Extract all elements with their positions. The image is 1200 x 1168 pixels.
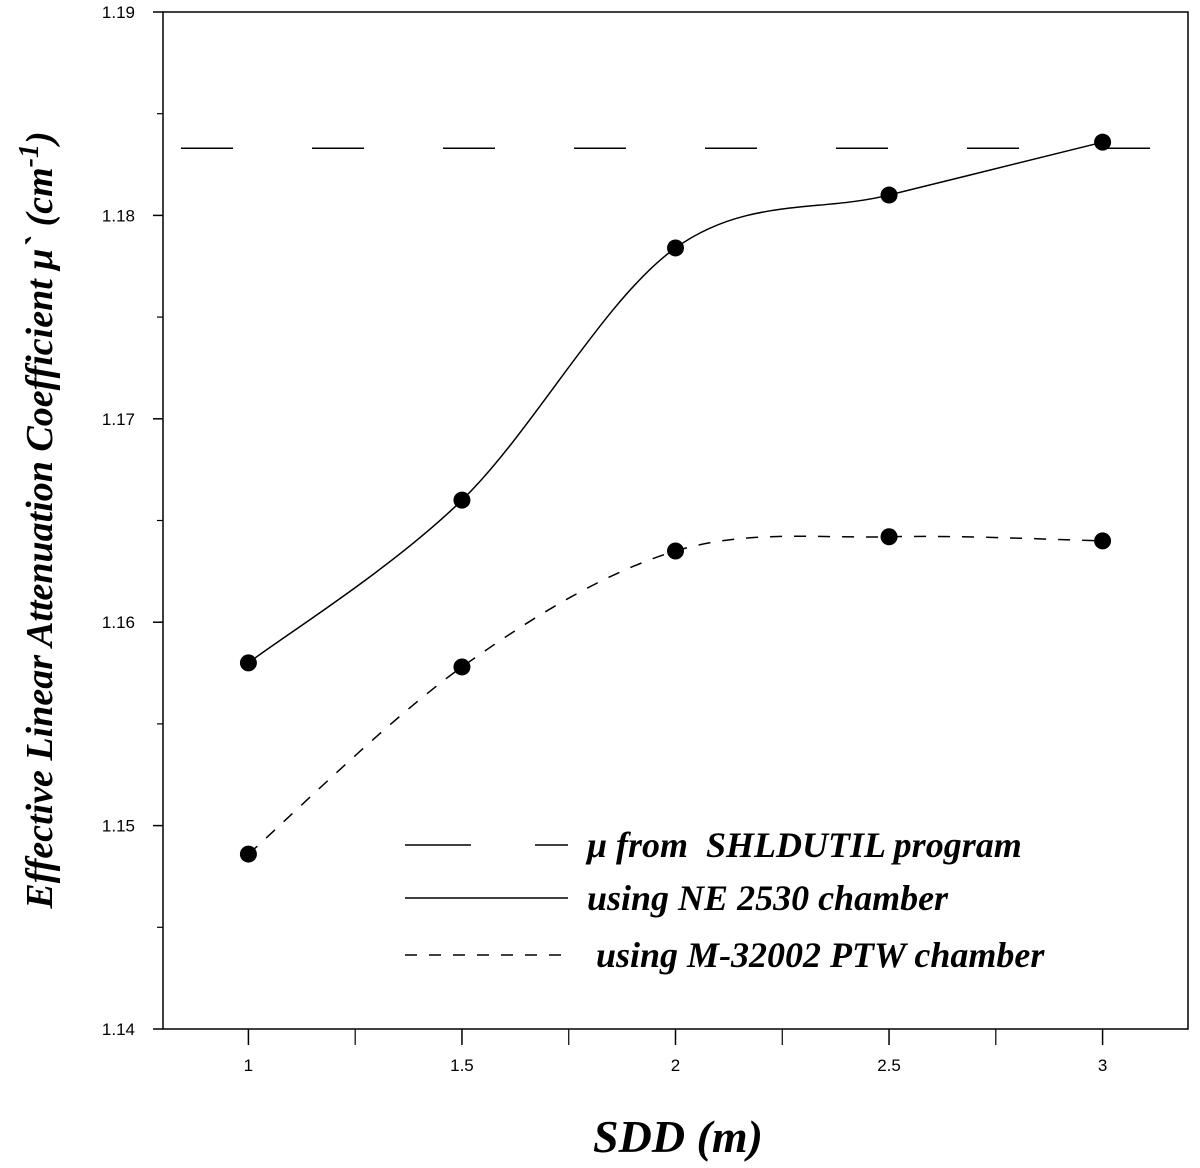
legend: μ from SHLDUTIL program using NE 2530 cha… — [405, 825, 1045, 975]
y-tick-label: 1.17 — [102, 410, 135, 429]
x-tick-label: 2 — [671, 1056, 680, 1075]
y-tick-label: 1.15 — [102, 817, 135, 836]
x-tick-label: 2.5 — [877, 1056, 901, 1075]
x-tick-labels: 1 1.5 2 2.5 3 — [244, 1056, 1108, 1075]
y-axis-title-superscript: -1 — [14, 144, 45, 167]
x-tick-label: 3 — [1098, 1056, 1107, 1075]
y-tick-label: 1.18 — [102, 206, 135, 225]
y-tick-label: 1.16 — [102, 613, 135, 632]
series-1-point — [453, 491, 471, 509]
series-2-point — [1094, 532, 1112, 550]
series-2-point — [880, 528, 898, 546]
y-tick-label: 1.14 — [102, 1020, 135, 1039]
y-tick-labels: 1.14 1.15 1.16 1.17 1.18 1.19 — [102, 3, 135, 1039]
series-line-1 — [247, 141, 1103, 664]
y-axis-title: Effective Linear Attenuation Coefficient… — [14, 131, 61, 909]
plot-frame — [162, 11, 1189, 1030]
series-1-point — [1094, 133, 1112, 151]
series-1-point — [880, 186, 898, 204]
series-1-point — [239, 654, 257, 672]
series-2-point — [453, 658, 471, 676]
series-2-point — [239, 845, 257, 863]
x-axis-title: SDD (m) — [593, 1111, 763, 1162]
x-tick-label: 1.5 — [450, 1056, 474, 1075]
series-2-point — [667, 542, 684, 560]
legend-label-0: μ from SHLDUTIL program — [585, 825, 1022, 865]
x-tick-label: 1 — [244, 1056, 253, 1075]
y-tick-label: 1.19 — [102, 3, 135, 22]
axis-ticks — [153, 11, 1104, 1045]
series-line-2 — [247, 535, 1103, 855]
legend-label-1: using NE 2530 chamber — [587, 878, 949, 918]
series-layer — [163, 133, 1188, 863]
legend-label-2: using M-32002 PTW chamber — [587, 935, 1045, 975]
series-1-point — [667, 239, 684, 257]
y-axis-title-main: Effective Linear Attenuation Coefficient… — [19, 167, 61, 909]
y-axis-title-close: ) — [19, 131, 61, 147]
